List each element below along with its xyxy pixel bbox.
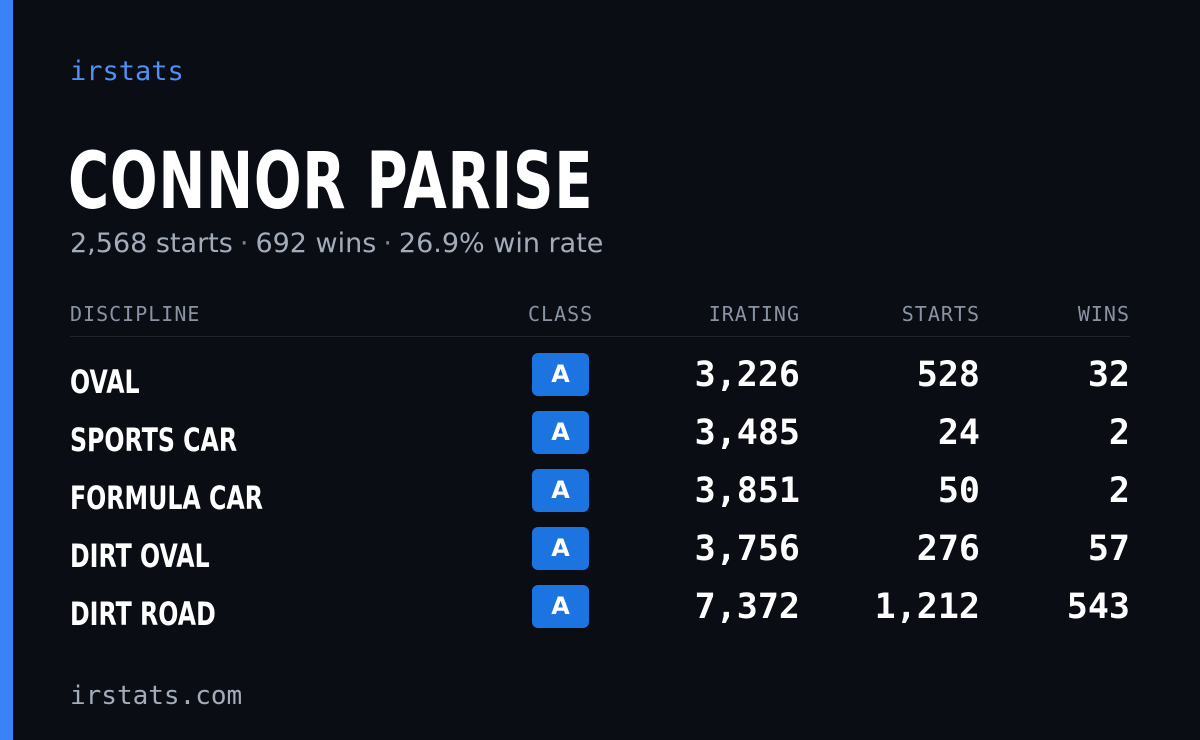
wins-value: 57	[1087, 529, 1130, 569]
irating-value: 3,226	[694, 355, 800, 395]
wins-value: 543	[1066, 587, 1130, 627]
header-irating: IRATING	[708, 302, 800, 326]
discipline-table: DISCIPLINE CLASS IRATING STARTS WINS OVA…	[70, 298, 1130, 633]
separator: ·	[383, 228, 392, 259]
irating-value: 3,485	[694, 413, 800, 453]
table-row: OVAL A 3,226 528 32	[70, 337, 1130, 401]
header-starts: STARTS	[901, 302, 980, 326]
header-discipline: DISCIPLINE	[70, 302, 201, 326]
header-class: CLASS	[528, 302, 594, 326]
wins-value: 2	[1108, 471, 1130, 511]
irating-value: 3,851	[694, 471, 800, 511]
table-header: DISCIPLINE CLASS IRATING STARTS WINS	[70, 298, 1130, 337]
class-badge: A	[532, 469, 589, 512]
driver-summary: 2,568 starts · 692 wins · 26.9% win rate	[70, 228, 603, 259]
wins-value: 32	[1087, 355, 1130, 395]
total-starts: 2,568 starts	[70, 228, 233, 259]
brand-logo-text: irstats	[70, 56, 184, 87]
table-row: FORMULA CAR A 3,851 50 2	[70, 453, 1130, 517]
starts-value: 24	[937, 413, 980, 453]
accent-bar	[0, 0, 13, 740]
discipline-name: OVAL	[70, 363, 140, 401]
starts-value: 1,212	[874, 587, 980, 627]
table-row: DIRT OVAL A 3,756 276 57	[70, 511, 1130, 575]
wins-value: 2	[1108, 413, 1130, 453]
starts-value: 276	[916, 529, 980, 569]
discipline-name: FORMULA CAR	[70, 479, 263, 517]
discipline-name: DIRT OVAL	[70, 537, 210, 575]
driver-name: CONNOR PARISE	[68, 137, 594, 227]
win-rate: 26.9% win rate	[398, 228, 604, 259]
irating-value: 7,372	[694, 587, 800, 627]
discipline-name: DIRT ROAD	[70, 595, 216, 633]
starts-value: 528	[916, 355, 980, 395]
table-row: SPORTS CAR A 3,485 24 2	[70, 395, 1130, 459]
discipline-name: SPORTS CAR	[70, 421, 238, 459]
class-badge: A	[532, 585, 589, 628]
class-badge: A	[532, 353, 589, 396]
starts-value: 50	[937, 471, 980, 511]
table-row: DIRT ROAD A 7,372 1,212 543	[70, 569, 1130, 633]
class-badge: A	[532, 527, 589, 570]
footer-url: irstats.com	[70, 681, 243, 711]
irating-value: 3,756	[694, 529, 800, 569]
table-body: OVAL A 3,226 528 32 SPORTS CAR A 3,485 2…	[70, 337, 1130, 633]
separator: ·	[239, 228, 249, 259]
class-badge: A	[532, 411, 589, 454]
header-wins: WINS	[1077, 302, 1130, 326]
total-wins: 692 wins	[255, 228, 377, 259]
